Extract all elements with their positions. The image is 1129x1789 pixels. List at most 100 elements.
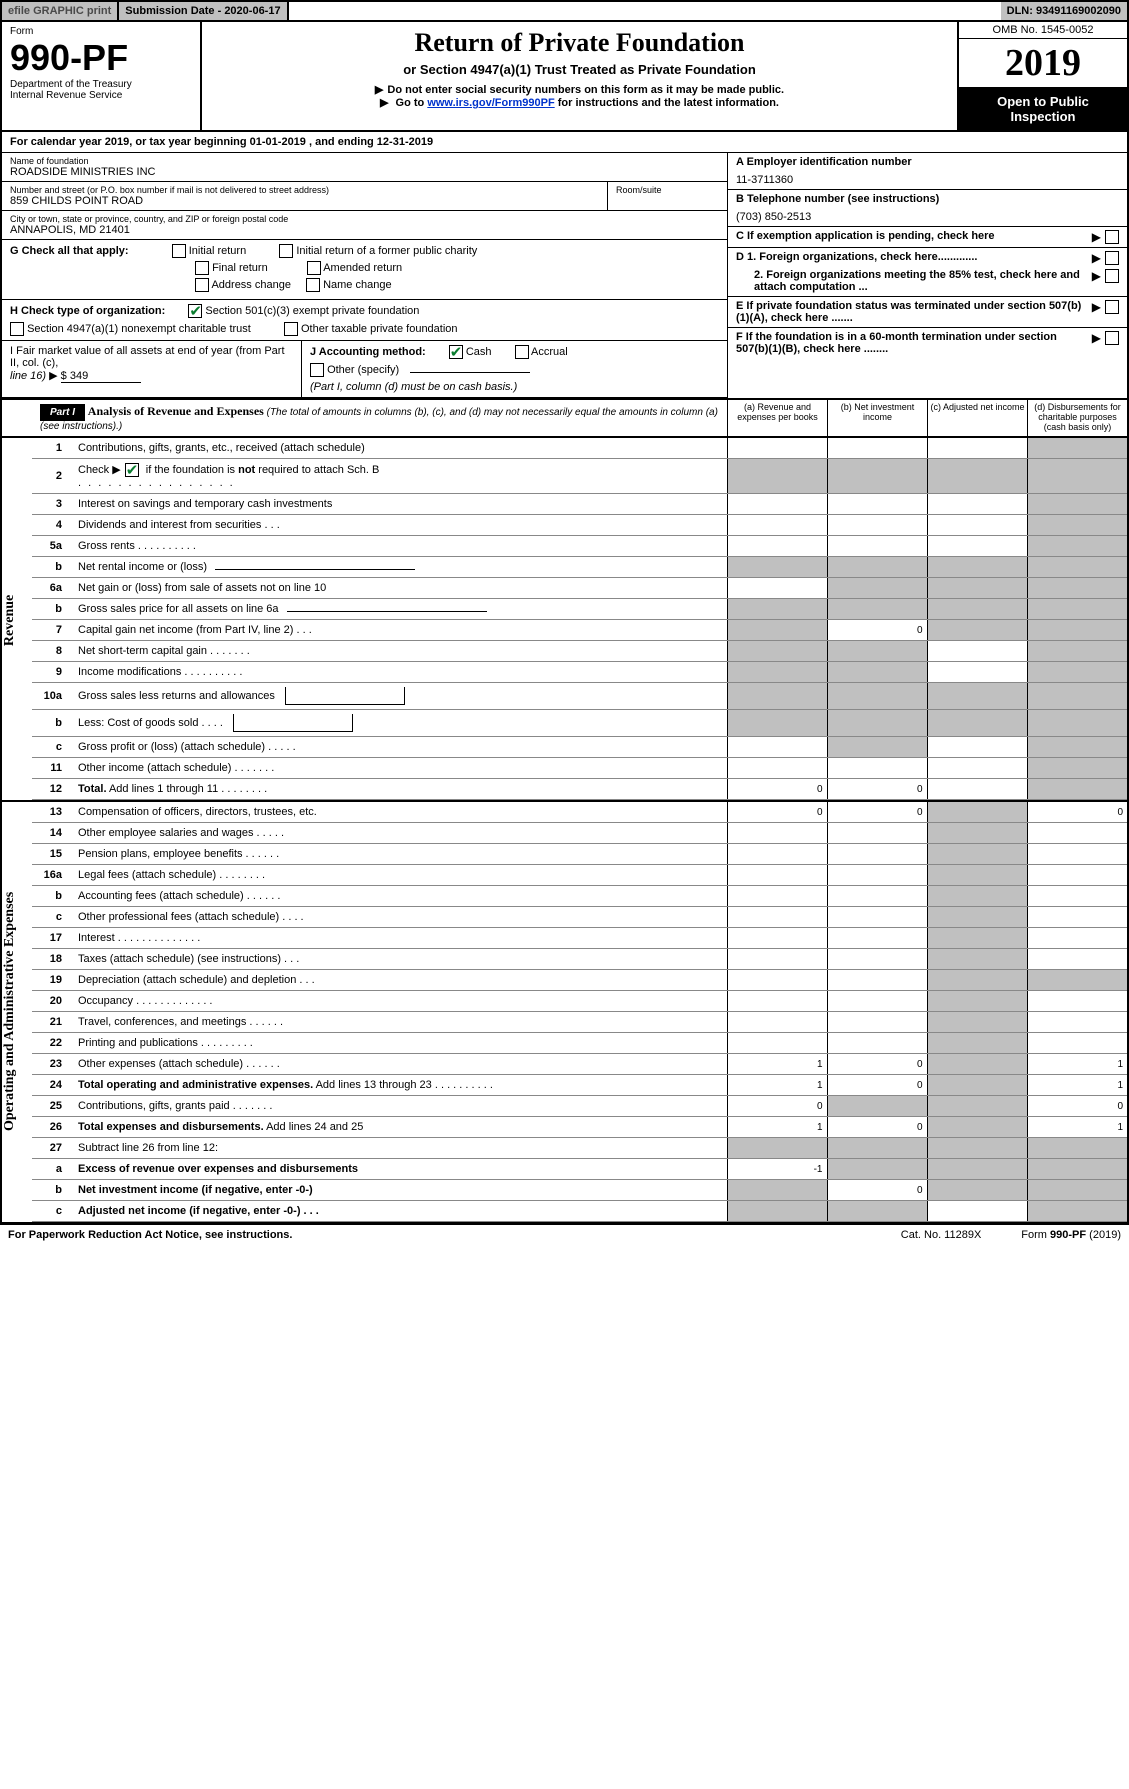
col-d-value: 1 [1027,1117,1127,1138]
col-c-value [927,578,1027,599]
col-c-value [927,1201,1027,1222]
col-c-value [927,1033,1027,1054]
line-row: 15Pension plans, employee benefits . . .… [32,844,1127,865]
j-label: J Accounting method: [310,346,426,358]
line-descr: Gross sales price for all assets on line… [72,599,727,620]
cb-initial-public[interactable] [279,244,293,258]
line-descr: Total expenses and disbursements. Add li… [72,1117,727,1138]
col-c-value [927,438,1027,459]
sec-g-label: G Check all that apply: [10,245,129,257]
col-b-value [827,1033,927,1054]
line-number: c [32,737,72,758]
line-descr: Other employee salaries and wages . . . … [72,823,727,844]
line-row: 21Travel, conferences, and meetings . . … [32,1012,1127,1033]
line-number: 22 [32,1033,72,1054]
line-number: 4 [32,515,72,536]
line-descr: Net short-term capital gain . . . . . . … [72,641,727,662]
col-a-value [727,928,827,949]
col-d-value [1027,662,1127,683]
line-number: 13 [32,802,72,823]
part-title: Analysis of Revenue and Expenses [88,404,264,418]
col-b-value [827,844,927,865]
cb-final-return[interactable] [195,261,209,275]
col-d-value [1027,1012,1127,1033]
col-b-value [827,599,927,620]
col-a-value [727,599,827,620]
line-descr: Legal fees (attach schedule) . . . . . .… [72,865,727,886]
col-d-value [1027,641,1127,662]
cb-other-taxable[interactable] [284,322,298,336]
form-number: 990-PF [10,37,192,79]
line-row: 13Compensation of officers, directors, t… [32,802,1127,823]
irs: Internal Revenue Service [10,90,192,101]
col-c-value [927,662,1027,683]
col-d-value [1027,865,1127,886]
col-b-value [827,662,927,683]
sch-b-checkbox[interactable] [125,463,139,477]
col-a-value [727,683,827,710]
line-row: cAdjusted net income (if negative, enter… [32,1201,1127,1222]
line-number: b [32,1180,72,1201]
line-row: 22Printing and publications . . . . . . … [32,1033,1127,1054]
cb-4947[interactable] [10,322,24,336]
line-descr: Pension plans, employee benefits . . . .… [72,844,727,865]
line-row: 4Dividends and interest from securities … [32,515,1127,536]
col-c-value [927,802,1027,823]
line-descr: Adjusted net income (if negative, enter … [72,1201,727,1222]
col-b-value [827,438,927,459]
cb-sec-f[interactable] [1105,331,1119,345]
omb-number: OMB No. 1545-0052 [959,22,1127,39]
col-d-value [1027,779,1127,800]
form-word: Form [10,26,192,37]
cb-amended[interactable] [307,261,321,275]
col-d-value [1027,886,1127,907]
line-descr: Excess of revenue over expenses and disb… [72,1159,727,1180]
col-c-value [927,459,1027,494]
telephone: (703) 850-2513 [736,211,1119,223]
cb-name-change[interactable] [306,278,320,292]
line-number: a [32,1159,72,1180]
col-a-value [727,970,827,991]
line-number: 5a [32,536,72,557]
cb-sec-d2[interactable] [1105,269,1119,283]
col-a-value [727,844,827,865]
line-row: bLess: Cost of goods sold . . . . [32,710,1127,737]
line-descr: Interest on savings and temporary cash i… [72,494,727,515]
line-row: 7Capital gain net income (from Part IV, … [32,620,1127,641]
line-descr: Less: Cost of goods sold . . . . [72,710,727,737]
col-c-value [927,1012,1027,1033]
cb-cash[interactable] [449,345,463,359]
cb-other-method[interactable] [310,363,324,377]
cb-sec-e[interactable] [1105,300,1119,314]
col-a-value: 0 [727,779,827,800]
col-d-value [1027,536,1127,557]
col-a-value [727,494,827,515]
cb-sec-c[interactable] [1105,230,1119,244]
col-d-value [1027,928,1127,949]
form-footer: Form 990-PF (2019) [1021,1229,1121,1241]
name-label: Name of foundation [10,156,719,166]
line-row: 18Taxes (attach schedule) (see instructi… [32,949,1127,970]
col-a-value [727,620,827,641]
col-d-value [1027,758,1127,779]
cb-501c3[interactable] [188,304,202,318]
col-b-value [827,970,927,991]
sec-d2: 2. Foreign organizations meeting the 85%… [736,269,1084,293]
cb-addr-change[interactable] [195,278,209,292]
line-descr: Other income (attach schedule) . . . . .… [72,758,727,779]
cb-sec-d1[interactable] [1105,251,1119,265]
cb-initial-return[interactable] [172,244,186,258]
col-c-value [927,1117,1027,1138]
col-b-value [827,1201,927,1222]
col-d-value [1027,1159,1127,1180]
col-c-value [927,1075,1027,1096]
col-c-value [927,949,1027,970]
col-c-value [927,737,1027,758]
cb-accrual[interactable] [515,345,529,359]
line-row: 16aLegal fees (attach schedule) . . . . … [32,865,1127,886]
line-descr: Occupancy . . . . . . . . . . . . . [72,991,727,1012]
irs-link[interactable]: www.irs.gov/Form990PF [427,97,554,109]
line-descr: Net investment income (if negative, ente… [72,1180,727,1201]
col-d-value [1027,515,1127,536]
addr-label: Number and street (or P.O. box number if… [10,185,599,195]
